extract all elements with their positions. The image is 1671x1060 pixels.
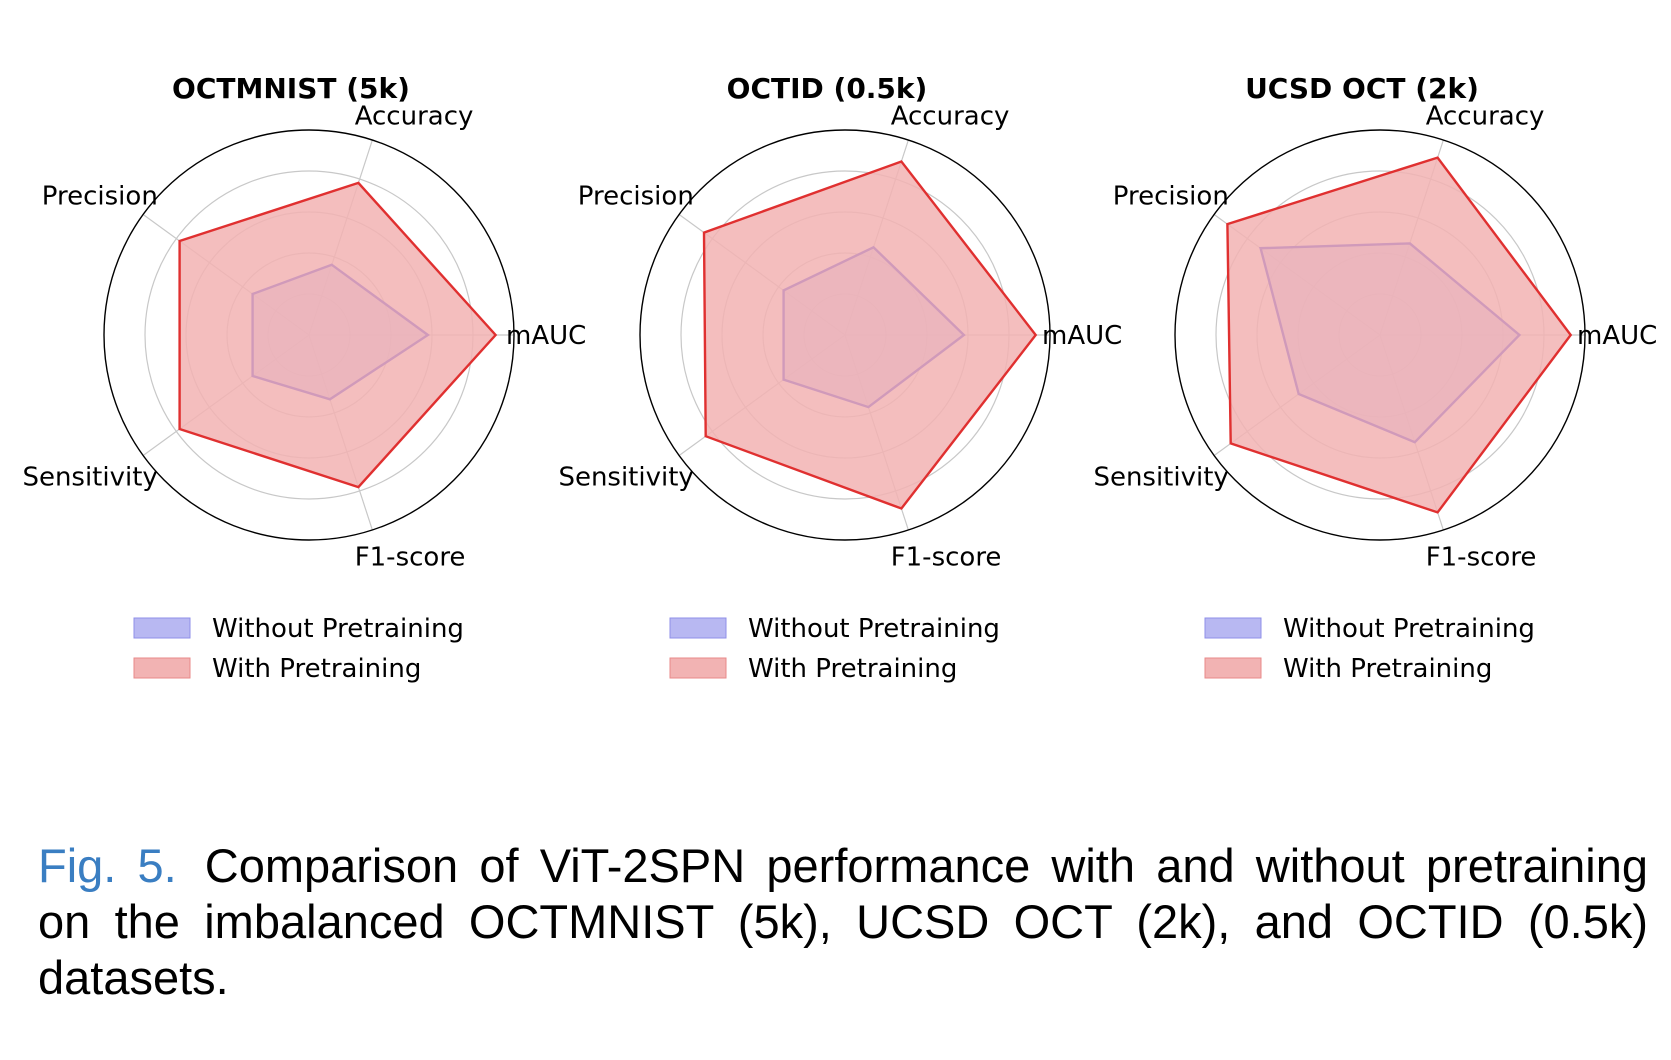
axis-label-accuracy: Accuracy xyxy=(355,102,474,132)
legend: Without Pretraining With Pretraining xyxy=(1204,614,1535,684)
figure-label: Fig. 5. xyxy=(38,839,177,892)
radar-frame xyxy=(639,129,1051,541)
axis-label-sensitivity: Sensitivity xyxy=(22,463,157,493)
axis-label-precision: Precision xyxy=(42,181,158,211)
legend-label-with-pretraining: With Pretraining xyxy=(1283,654,1492,684)
legend-label-without-pretraining: Without Pretraining xyxy=(1283,614,1535,644)
axis-label-accuracy: Accuracy xyxy=(1426,102,1545,132)
axis-label-precision: Precision xyxy=(578,181,694,211)
series-polygon-with-pretraining xyxy=(702,160,1038,510)
axis-label-accuracy: Accuracy xyxy=(891,102,1010,132)
legend-label-with-pretraining: With Pretraining xyxy=(212,654,421,684)
legend-swatch-with-pretraining xyxy=(133,657,191,679)
axis-label-f1-score: F1-score xyxy=(891,542,1002,572)
radar-chart-2: Accuracy Precision Sensitivity F1-score mAUC… xyxy=(558,72,1122,684)
axis-label-mauc: mAUC xyxy=(1577,321,1657,351)
axis-label-sensitivity: Sensitivity xyxy=(1093,463,1228,493)
radar-frame xyxy=(103,129,515,541)
chart-title: UCSD OCT (2k) xyxy=(1245,72,1479,105)
axis-label-f1-score: F1-score xyxy=(1426,542,1537,572)
legend-label-without-pretraining: Without Pretraining xyxy=(212,614,464,644)
legend-label-with-pretraining: With Pretraining xyxy=(748,654,957,684)
axis-label-mauc: mAUC xyxy=(1042,321,1122,351)
radar-frame xyxy=(1174,129,1586,541)
figure-caption-text: Comparison of ViT-2SPN performance with … xyxy=(38,839,1648,1004)
chart-title: OCTMNIST (5k) xyxy=(172,72,410,105)
radar-chart-1: Accuracy Precision Sensitivity F1-score mAUC… xyxy=(22,72,586,684)
axis-label-sensitivity: Sensitivity xyxy=(558,463,693,493)
axis-label-precision: Precision xyxy=(1113,181,1229,211)
legend: Without Pretraining With Pretraining xyxy=(669,614,1000,684)
figure-caption: Fig. 5. Comparison of ViT-2SPN performanc… xyxy=(38,838,1648,1006)
chart-title: OCTID (0.5k) xyxy=(727,72,928,105)
legend: Without Pretraining With Pretraining xyxy=(133,614,464,684)
legend-swatch-with-pretraining xyxy=(669,657,727,679)
legend-swatch-without-pretraining xyxy=(1204,617,1262,639)
axis-label-f1-score: F1-score xyxy=(355,542,466,572)
radar-charts: Accuracy Precision Sensitivity F1-score mAUC… xyxy=(22,72,1657,684)
radar-chart-3: Accuracy Precision Sensitivity F1-score mAUC… xyxy=(1093,72,1657,684)
legend-swatch-without-pretraining xyxy=(133,617,191,639)
series-polygon-with-pretraining xyxy=(178,181,498,489)
axis-label-mauc: mAUC xyxy=(506,321,586,351)
series-polygon-with-pretraining xyxy=(1226,156,1573,514)
legend-swatch-without-pretraining xyxy=(669,617,727,639)
legend-swatch-with-pretraining xyxy=(1204,657,1262,679)
legend-label-without-pretraining: Without Pretraining xyxy=(748,614,1000,644)
